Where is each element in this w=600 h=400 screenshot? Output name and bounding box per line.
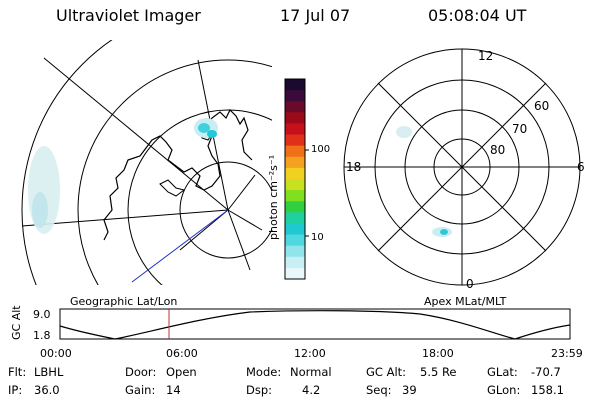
- colorbar-segment: [285, 179, 305, 191]
- aurora-emission: [28, 118, 218, 234]
- mode-value: Normal: [290, 365, 332, 379]
- colorbar-segment: [285, 123, 305, 136]
- door-value: Open: [166, 365, 197, 379]
- colorbar-segment: [285, 223, 305, 236]
- xtick-label: 06:00: [166, 347, 198, 360]
- colorbar-segment: [285, 101, 305, 113]
- flt-label: Flt:: [8, 365, 26, 379]
- mlt-label-6: 6: [577, 160, 585, 174]
- mlt-label-18: 18: [346, 160, 361, 174]
- mlt-label-12: 12: [478, 49, 493, 63]
- polar-caption: Apex MLat/MLT: [424, 295, 507, 308]
- page-title: Ultraviolet Imager: [56, 6, 201, 25]
- lat-label-70: 70: [512, 122, 527, 136]
- gcalt-label: GC Alt:: [366, 365, 406, 379]
- altitude-curve: [59, 310, 571, 340]
- latitude-circle: [77, 59, 272, 285]
- colorbar-segment: [285, 156, 305, 169]
- colorbar-segment: [285, 201, 305, 213]
- colorbar-segment: [285, 212, 305, 225]
- meridian-line: [43, 57, 229, 211]
- xtick-label: 18:00: [422, 347, 454, 360]
- colorbar-frame: [284, 78, 306, 280]
- glon-value: 158.1: [531, 383, 564, 397]
- coastline: [103, 108, 253, 241]
- geographic-caption: Geographic Lat/Lon: [70, 295, 177, 308]
- colorbar-segment: [285, 134, 305, 147]
- colorbar-segment: [285, 267, 305, 280]
- colorbar-segment: [285, 190, 305, 202]
- terminator-line: [131, 209, 229, 283]
- xtick-label: 00:00: [40, 347, 72, 360]
- meridian-line: [227, 209, 251, 271]
- colorbar-unit-label: photon cm⁻²s⁻¹: [267, 155, 280, 240]
- colorbar: [285, 79, 305, 280]
- colorbar-segment: [285, 234, 305, 247]
- colorbar-segment: [285, 256, 305, 269]
- glon-label: GLon:: [487, 383, 520, 397]
- polar-map: [343, 48, 581, 286]
- colorbar-segment: [285, 90, 305, 102]
- colorbar-tick-label: 10: [311, 232, 324, 243]
- altitude-plot: [59, 308, 571, 340]
- meridian-line: [227, 174, 256, 211]
- mode-label: Mode:: [246, 365, 281, 379]
- mlt-label-0: 0: [466, 277, 474, 291]
- gain-label: Gain:: [125, 383, 155, 397]
- aurora-emission: [396, 126, 452, 237]
- lat-label-80: 80: [490, 143, 505, 157]
- dsp-value: 4.2: [302, 383, 320, 397]
- gcalt-value: 5.5 Re: [420, 365, 457, 379]
- header-time: 05:08:04 UT: [428, 6, 527, 25]
- meridian-line: [227, 209, 263, 231]
- ytick-label: 1.8: [33, 329, 51, 342]
- altitude-plot-frame: [59, 308, 571, 340]
- ip-value: 36.0: [34, 383, 60, 397]
- meridian-line: [179, 209, 229, 251]
- latitude-circle: [179, 161, 272, 259]
- seq-label: Seq:: [366, 383, 392, 397]
- glat-label: GLat:: [487, 365, 518, 379]
- lat-label-60: 60: [534, 99, 549, 113]
- colorbar-segment: [285, 145, 305, 158]
- dsp-label: Dsp:: [246, 383, 272, 397]
- ip-label: IP:: [8, 383, 22, 397]
- mlt-meridian: [377, 82, 547, 252]
- latitude-circle: [127, 109, 272, 285]
- xtick-label: 12:00: [294, 347, 326, 360]
- seq-value: 39: [402, 383, 417, 397]
- meridian-line: [21, 209, 229, 227]
- xtick-label: 23:59: [551, 347, 583, 360]
- colorbar-segment: [285, 112, 305, 125]
- colorbar-tick-label: 100: [311, 144, 330, 155]
- flt-value: LBHL: [34, 365, 64, 379]
- geographic-map: [21, 40, 272, 285]
- altitude-ylabel: GC Alt: [10, 305, 23, 340]
- colorbar-segment: [285, 245, 305, 258]
- glat-value: -70.7: [531, 365, 561, 379]
- island-outline: [159, 179, 186, 197]
- info-panel: Flt: LBHL IP: 36.0 Door: Open Gain: 14 M…: [8, 365, 564, 397]
- gain-value: 14: [166, 383, 181, 397]
- door-label: Door:: [125, 365, 156, 379]
- latitude-circle: [21, 40, 113, 285]
- colorbar-segment: [285, 79, 305, 91]
- header-date: 17 Jul 07: [280, 6, 351, 25]
- colorbar-segment: [285, 167, 305, 180]
- ytick-label: 9.0: [33, 308, 51, 321]
